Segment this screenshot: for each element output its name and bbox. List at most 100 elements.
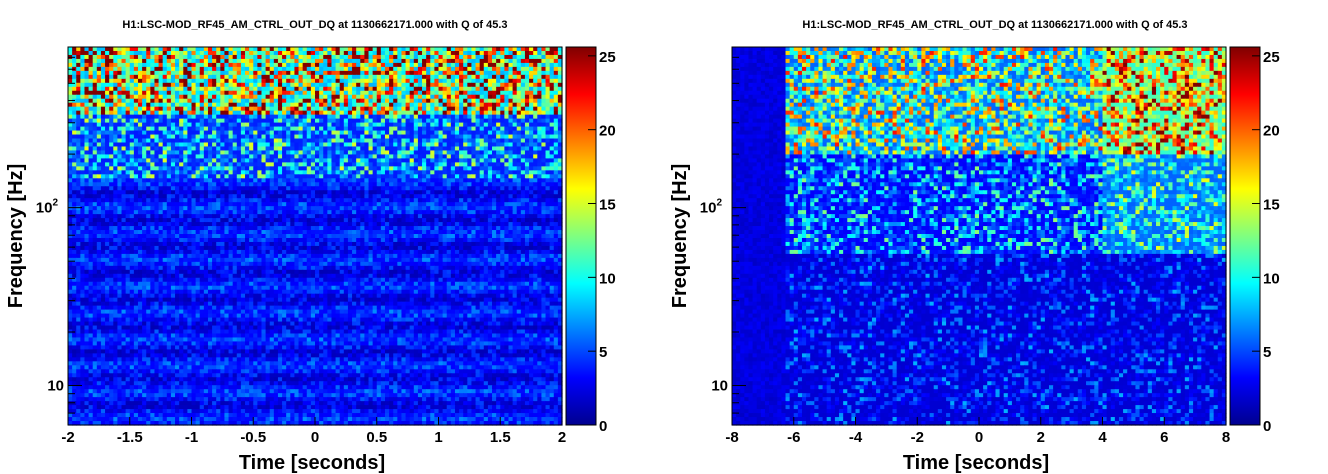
heatmap-cell: [203, 47, 209, 52]
heatmap-cell: [492, 78, 497, 84]
heatmap-cell: [137, 138, 143, 144]
heatmap-cell: [88, 178, 94, 183]
heatmap-cell: [471, 78, 477, 84]
heatmap-cell: [282, 74, 287, 80]
heatmap-cell: [496, 58, 501, 64]
heatmap-cell: [537, 86, 543, 92]
heatmap-cell: [467, 82, 473, 88]
heatmap-cell: [302, 194, 308, 199]
heatmap-cell: [92, 62, 98, 68]
heatmap-cell: [212, 114, 217, 120]
heatmap-cell: [121, 122, 127, 128]
heatmap-cell: [273, 58, 279, 64]
heatmap-cell: [352, 78, 357, 84]
heatmap-cell: [277, 118, 283, 124]
heatmap-cell: [434, 122, 440, 128]
heatmap-cell: [413, 82, 419, 88]
heatmap-cell: [113, 126, 118, 132]
heatmap-cell: [545, 142, 551, 148]
heatmap-cell: [154, 94, 160, 100]
heatmap-cell: [454, 162, 460, 167]
heatmap-cell: [483, 190, 489, 195]
heatmap-cell: [117, 186, 123, 191]
heatmap-cell: [405, 162, 411, 167]
heatmap-cell: [125, 114, 131, 120]
heatmap-cell: [397, 202, 403, 207]
heatmap-cell: [553, 134, 559, 140]
heatmap-cell: [372, 174, 378, 179]
heatmap-cell: [438, 186, 444, 191]
heatmap-cell: [347, 122, 353, 128]
heatmap-cell: [356, 106, 361, 112]
heatmap-cell: [105, 182, 110, 187]
heatmap-cell: [245, 114, 250, 120]
heatmap-cell: [508, 158, 514, 163]
heatmap-cell: [553, 90, 559, 96]
heatmap-cell: [76, 90, 81, 96]
heatmap-cell: [236, 126, 242, 132]
heatmap-cell: [199, 146, 205, 152]
heatmap-cell: [175, 98, 180, 104]
heatmap-cell: [343, 114, 349, 120]
heatmap-cell: [249, 178, 254, 183]
heatmap-cell: [520, 190, 526, 195]
heatmap-cell: [290, 47, 296, 52]
heatmap-cell: [471, 62, 477, 68]
heatmap-cell: [360, 206, 365, 211]
heatmap-cell: [261, 162, 267, 167]
heatmap-cell: [356, 194, 361, 199]
heatmap-cell: [265, 130, 271, 136]
heatmap-cell: [508, 86, 514, 92]
heatmap-cell: [487, 98, 493, 104]
heatmap-cell: [553, 182, 559, 187]
heatmap-cell: [199, 58, 205, 64]
heatmap-cell: [352, 94, 357, 100]
heatmap-cell: [413, 158, 419, 163]
heatmap-cell: [434, 47, 440, 52]
heatmap-cell: [557, 178, 563, 183]
heatmap-cell: [245, 110, 250, 116]
heatmap-cell: [253, 90, 258, 96]
heatmap-cell: [487, 194, 493, 199]
heatmap-cell: [438, 58, 444, 64]
heatmap-cell: [286, 122, 291, 128]
heatmap-cell: [80, 194, 86, 199]
heatmap-cell: [195, 170, 201, 175]
heatmap-cell: [125, 58, 131, 64]
heatmap-cell: [170, 186, 176, 191]
heatmap-cell: [187, 47, 193, 52]
heatmap-cell: [463, 162, 468, 167]
heatmap-cell: [422, 194, 427, 199]
heatmap-cell: [417, 154, 423, 160]
heatmap-cell: [158, 110, 164, 116]
heatmap-cell: [500, 47, 505, 52]
heatmap-cell: [422, 74, 427, 80]
heatmap-cell: [475, 198, 481, 203]
heatmap-cell: [339, 62, 345, 68]
heatmap-cell: [459, 138, 464, 144]
heatmap-cell: [356, 126, 361, 132]
heatmap-cell: [508, 166, 514, 171]
heatmap-cell: [290, 154, 296, 160]
heatmap-cell: [224, 138, 230, 144]
heatmap-cell: [335, 150, 341, 156]
heatmap-cell: [162, 130, 168, 136]
heatmap-cell: [187, 118, 193, 124]
heatmap-cell: [438, 134, 444, 140]
heatmap-cell: [533, 194, 538, 199]
heatmap-cell: [508, 174, 514, 179]
heatmap-cell: [133, 122, 139, 128]
heatmap-cell: [282, 174, 287, 179]
heatmap-cell: [310, 206, 316, 211]
heatmap-cell: [68, 118, 73, 124]
heatmap-cell: [524, 47, 530, 52]
heatmap-cell: [319, 154, 324, 160]
heatmap-cell: [347, 86, 353, 92]
heatmap-cell: [224, 54, 230, 60]
heatmap-cell: [290, 166, 296, 171]
heatmap-cell: [401, 58, 407, 64]
heatmap-cell: [356, 78, 361, 84]
heatmap-cell: [500, 90, 505, 96]
heatmap-cell: [426, 90, 431, 96]
heatmap-cell: [302, 198, 308, 203]
